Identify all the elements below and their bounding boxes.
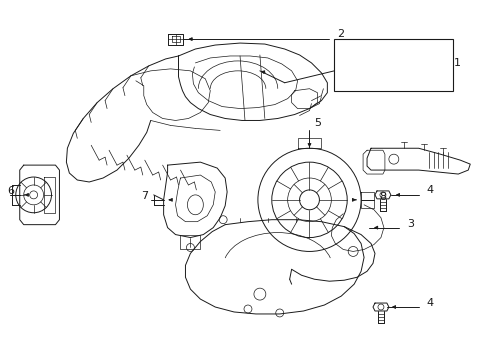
Text: 4: 4 xyxy=(426,185,433,195)
Text: 1: 1 xyxy=(452,58,459,68)
Text: 3: 3 xyxy=(406,219,413,229)
Text: 6: 6 xyxy=(7,186,14,196)
Text: 8: 8 xyxy=(378,192,386,202)
Text: 2: 2 xyxy=(337,29,344,39)
Text: 7: 7 xyxy=(141,191,148,201)
Bar xyxy=(334,39,452,91)
Text: 4: 4 xyxy=(426,298,433,308)
Text: 5: 5 xyxy=(314,118,321,129)
